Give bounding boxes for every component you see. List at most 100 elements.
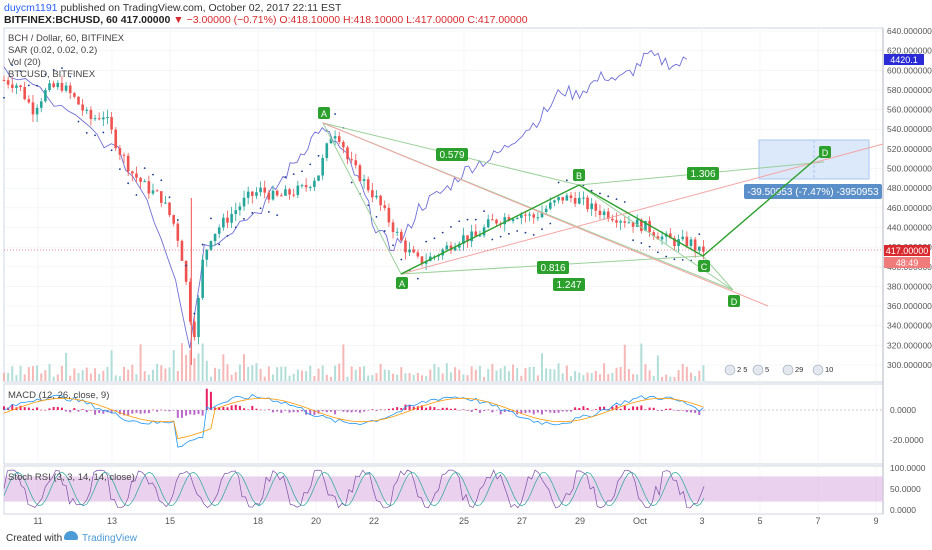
candle-body	[557, 197, 560, 201]
volume-bar	[222, 354, 225, 381]
candle-body	[615, 220, 618, 223]
volume-bar	[317, 368, 320, 381]
candle-body	[267, 192, 271, 200]
candle-body	[337, 136, 341, 143]
candle-body	[366, 179, 370, 191]
volume-bar	[358, 367, 361, 381]
macd-histogram-bar	[98, 410, 101, 414]
candle-body	[594, 203, 598, 211]
volume-bar	[495, 370, 498, 381]
sar-dot	[648, 245, 651, 248]
candle-body	[515, 217, 519, 219]
volume-bar	[665, 374, 668, 381]
volume-bar	[483, 376, 486, 381]
macd-histogram-bar	[495, 410, 498, 411]
candle-body	[536, 217, 540, 219]
volume-bar	[437, 367, 440, 381]
volume-bar	[656, 355, 659, 381]
sar-dot	[441, 231, 444, 234]
price-tick-label: 320.000000	[887, 340, 932, 350]
pattern-point-a2[interactable]	[396, 277, 408, 289]
macd-histogram-bar	[60, 407, 63, 410]
macd-histogram-bar	[300, 410, 303, 412]
volume-bar	[594, 370, 597, 381]
candle-body	[263, 187, 267, 193]
volume-bar	[367, 375, 370, 381]
candle-body	[56, 82, 60, 88]
sar-dot	[615, 198, 618, 201]
price-tick-label: 520.000000	[887, 144, 932, 154]
sar-dot	[458, 220, 461, 223]
sar-dot	[516, 230, 519, 232]
candle-body	[503, 217, 507, 225]
event-flag-icon	[752, 364, 764, 376]
chart-canvas[interactable]: 640.000000 620.000000 600.000000 580.000000…	[0, 0, 932, 528]
candle-body	[346, 147, 349, 160]
candle-body	[507, 217, 511, 221]
macd-histogram-bar	[478, 410, 481, 413]
macd-histogram-bar	[590, 410, 593, 411]
sar-dot	[259, 207, 262, 210]
volume-bar	[536, 375, 539, 381]
volume-bar	[284, 366, 287, 381]
volume-bar	[690, 372, 693, 381]
harmonic-pattern[interactable]: A A B C D D 0.579 1.306 0.816 1.247	[318, 107, 884, 307]
candle-body	[619, 221, 622, 223]
macd-histogram-bar	[520, 410, 523, 414]
sar-dot	[541, 228, 543, 231]
candle-body	[205, 249, 209, 260]
candle-body	[602, 211, 606, 216]
volume-bar	[160, 365, 163, 381]
event-markers[interactable]: 2 5 5 29 10	[724, 364, 833, 376]
volume-bar	[81, 370, 84, 381]
volume-bar	[65, 352, 68, 381]
volume-bar	[205, 360, 208, 381]
macd-histogram-bar	[594, 409, 597, 410]
macd-histogram-bar	[677, 410, 680, 412]
sar-dot	[61, 67, 63, 70]
macd-histogram-bar	[420, 405, 423, 410]
symbol-label[interactable]: BITFINEX:BCHUSD, 60	[4, 14, 118, 26]
candle-body	[631, 222, 635, 227]
ratio-badge-3	[537, 261, 569, 274]
macd-signal-line	[3, 397, 704, 439]
author-link[interactable]: duycm1191	[4, 2, 58, 14]
volume-bar	[429, 369, 432, 381]
macd-histogram-bar	[371, 409, 374, 410]
time-badge	[884, 257, 930, 268]
volume-bar	[209, 376, 212, 381]
pattern-label-d2: D	[822, 148, 829, 158]
candle-body	[652, 232, 656, 237]
pattern-point-c[interactable]	[698, 260, 710, 272]
volume-bar	[603, 363, 606, 381]
volume-bar	[549, 368, 552, 381]
candle-body	[217, 227, 221, 234]
footer-brand[interactable]: TradingView	[82, 533, 138, 544]
volume-bar	[553, 369, 556, 381]
legend-main: BCH / Dollar, 60, BITFINEX	[8, 33, 125, 44]
candle-body	[271, 190, 275, 200]
volume-bar	[89, 373, 92, 381]
candle-body	[52, 83, 55, 88]
macd-histogram-bar	[230, 405, 233, 410]
candle-body	[573, 198, 577, 204]
pattern-point-a1[interactable]	[318, 107, 330, 119]
pattern-point-d1[interactable]	[728, 295, 740, 307]
pattern-point-b[interactable]	[573, 169, 585, 181]
sar-dot	[143, 167, 146, 170]
volume-bar	[321, 365, 324, 381]
macd-histogram-bar	[118, 410, 121, 415]
volume-bar	[176, 370, 179, 381]
macd-histogram-bar	[383, 409, 386, 411]
sar-dot	[110, 149, 113, 152]
volume-bar	[263, 376, 266, 381]
candle-body	[453, 247, 457, 251]
candle-body	[279, 195, 283, 197]
macd-histogram-bar	[532, 410, 535, 415]
pattern-point-d2[interactable]	[819, 146, 831, 158]
macd-histogram-bar	[23, 407, 26, 410]
ratio-badge-2	[687, 167, 719, 180]
volume-bar	[416, 373, 419, 381]
time-tick-label: 5	[757, 516, 762, 526]
macd-histogram-bar	[251, 405, 254, 410]
